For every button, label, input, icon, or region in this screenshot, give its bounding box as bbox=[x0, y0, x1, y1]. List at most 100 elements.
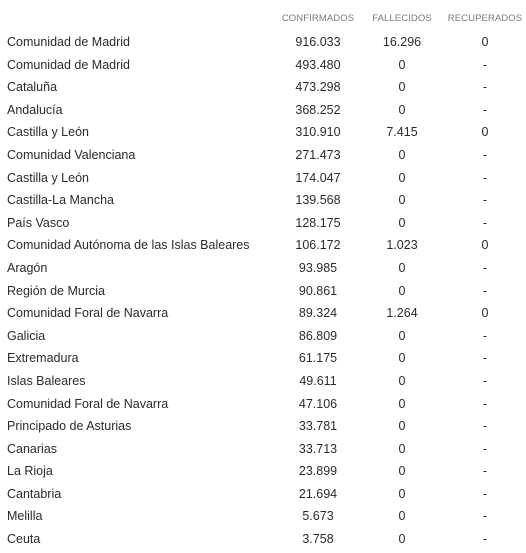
table-header: CONFIRMADOS FALLECIDOS RECUPERADOS bbox=[0, 13, 526, 27]
recuperados-value: - bbox=[482, 147, 488, 162]
region-name: Canarias bbox=[7, 441, 58, 456]
fallecidos-value: 0 bbox=[398, 509, 406, 524]
fallecidos-value: 0 bbox=[398, 57, 406, 72]
fallecidos-value: 0 bbox=[398, 147, 406, 162]
table-row: Comunidad de Madrid 493.480 0 - bbox=[0, 54, 526, 77]
confirmados-value: 86.809 bbox=[298, 328, 338, 343]
fallecidos-value: 0 bbox=[398, 260, 406, 275]
fallecidos-value: 0 bbox=[398, 283, 406, 298]
table-row: Castilla y León 310.910 7.415 0 bbox=[0, 121, 526, 144]
table-body: Comunidad de Madrid 916.033 16.296 0 Comunid… bbox=[0, 31, 526, 551]
region-name: Cataluña bbox=[7, 80, 58, 95]
header-recuperados: RECUPERADOS bbox=[447, 13, 523, 24]
fallecidos-value: 0 bbox=[398, 193, 406, 208]
table-row: Castilla-La Mancha 139.568 0 - bbox=[0, 189, 526, 212]
table-row: Cataluña 473.298 0 - bbox=[0, 76, 526, 99]
fallecidos-value: 0 bbox=[398, 441, 406, 456]
table-row: Andalucía 368.252 0 - bbox=[0, 99, 526, 122]
confirmados-value: 61.175 bbox=[298, 351, 338, 366]
fallecidos-value: 0 bbox=[398, 328, 406, 343]
header-confirmados: CONFIRMADOS bbox=[281, 13, 355, 24]
recuperados-value: - bbox=[482, 102, 488, 117]
region-name: Comunidad de Madrid bbox=[7, 35, 130, 49]
region-name: Principado de Asturias bbox=[7, 419, 132, 434]
confirmados-value: 493.480 bbox=[295, 57, 341, 72]
confirmados-value: 106.172 bbox=[295, 238, 341, 253]
table-row: Comunidad Foral de Navarra 89.324 1.264 0 bbox=[0, 302, 526, 325]
table-row: País Vasco 128.175 0 - bbox=[0, 212, 526, 235]
recuperados-value: - bbox=[482, 464, 488, 479]
table-row: Principado de Asturias 33.781 0 - bbox=[0, 415, 526, 438]
confirmados-value: 93.985 bbox=[298, 260, 338, 275]
table-row: Cantabria 21.694 0 - bbox=[0, 483, 526, 506]
confirmados-value: 916.033 bbox=[295, 35, 341, 49]
recuperados-value: 0 bbox=[481, 238, 489, 253]
table-row: Comunidad de Madrid 916.033 16.296 0 bbox=[0, 31, 526, 54]
recuperados-value: - bbox=[482, 373, 488, 388]
table-row: Región de Murcia 90.861 0 - bbox=[0, 280, 526, 303]
fallecidos-value: 1.264 bbox=[386, 306, 418, 321]
recuperados-value: 0 bbox=[481, 35, 489, 49]
table-row: La Rioja 23.899 0 - bbox=[0, 460, 526, 483]
confirmados-value: 33.781 bbox=[298, 419, 338, 434]
table-row: Aragón 93.985 0 - bbox=[0, 257, 526, 280]
recuperados-value: - bbox=[482, 80, 488, 95]
region-name: Extremadura bbox=[7, 351, 79, 366]
confirmados-value: 310.910 bbox=[295, 125, 341, 140]
confirmados-value: 47.106 bbox=[298, 396, 338, 411]
region-name: Galicia bbox=[7, 328, 46, 343]
region-name: Andalucía bbox=[7, 102, 63, 117]
recuperados-value: - bbox=[482, 532, 488, 547]
recuperados-value: - bbox=[482, 351, 488, 366]
region-name: Castilla y León bbox=[7, 125, 89, 140]
fallecidos-value: 0 bbox=[398, 373, 406, 388]
region-name: Castilla y León bbox=[7, 170, 89, 185]
fallecidos-value: 0 bbox=[398, 80, 406, 95]
table-row: Islas Baleares 49.611 0 - bbox=[0, 370, 526, 393]
fallecidos-value: 0 bbox=[398, 486, 406, 501]
recuperados-value: - bbox=[482, 396, 488, 411]
confirmados-value: 23.899 bbox=[298, 464, 338, 479]
confirmados-value: 128.175 bbox=[295, 215, 341, 230]
region-name: Comunidad de Madrid bbox=[7, 57, 130, 72]
region-name: Comunidad Foral de Navarra bbox=[7, 306, 169, 321]
recuperados-value: - bbox=[482, 57, 488, 72]
confirmados-value: 174.047 bbox=[295, 170, 341, 185]
recuperados-value: - bbox=[482, 283, 488, 298]
fallecidos-value: 0 bbox=[398, 170, 406, 185]
confirmados-value: 271.473 bbox=[295, 147, 341, 162]
table-row: Comunidad Foral de Navarra 47.106 0 - bbox=[0, 393, 526, 416]
confirmados-value: 49.611 bbox=[299, 373, 337, 388]
recuperados-value: - bbox=[482, 260, 488, 275]
recuperados-value: - bbox=[482, 328, 488, 343]
region-name: Islas Baleares bbox=[7, 373, 86, 388]
confirmados-value: 139.568 bbox=[295, 193, 341, 208]
confirmados-value: 3.758 bbox=[302, 532, 334, 547]
recuperados-value: - bbox=[482, 441, 488, 456]
table-row: Canarias 33.713 0 - bbox=[0, 438, 526, 461]
region-name: País Vasco bbox=[7, 215, 70, 230]
fallecidos-value: 16.296 bbox=[382, 35, 422, 49]
region-name: Aragón bbox=[7, 260, 48, 275]
fallecidos-value: 0 bbox=[398, 102, 406, 117]
table-row: Comunidad Autónoma de las Islas Baleares… bbox=[0, 234, 526, 257]
recuperados-value: 0 bbox=[481, 125, 489, 140]
recuperados-value: - bbox=[482, 193, 488, 208]
fallecidos-value: 1.023 bbox=[386, 238, 418, 253]
header-fallecidos: FALLECIDOS bbox=[372, 13, 432, 24]
confirmados-value: 89.324 bbox=[298, 306, 338, 321]
region-name: Cantabria bbox=[7, 486, 62, 501]
recuperados-value: - bbox=[482, 486, 488, 501]
table-row: Extremadura 61.175 0 - bbox=[0, 347, 526, 370]
confirmados-value: 5.673 bbox=[302, 509, 334, 524]
region-name: Comunidad Foral de Navarra bbox=[7, 396, 169, 411]
fallecidos-value: 0 bbox=[398, 532, 406, 547]
fallecidos-value: 0 bbox=[398, 351, 406, 366]
table-row: Ceuta 3.758 0 - bbox=[0, 528, 526, 551]
region-name: Castilla-La Mancha bbox=[7, 193, 114, 208]
fallecidos-value: 7.415 bbox=[386, 125, 418, 140]
table-row: Castilla y León 174.047 0 - bbox=[0, 167, 526, 190]
region-name: Melilla bbox=[7, 509, 43, 524]
recuperados-value: - bbox=[482, 509, 488, 524]
recuperados-value: - bbox=[482, 215, 488, 230]
